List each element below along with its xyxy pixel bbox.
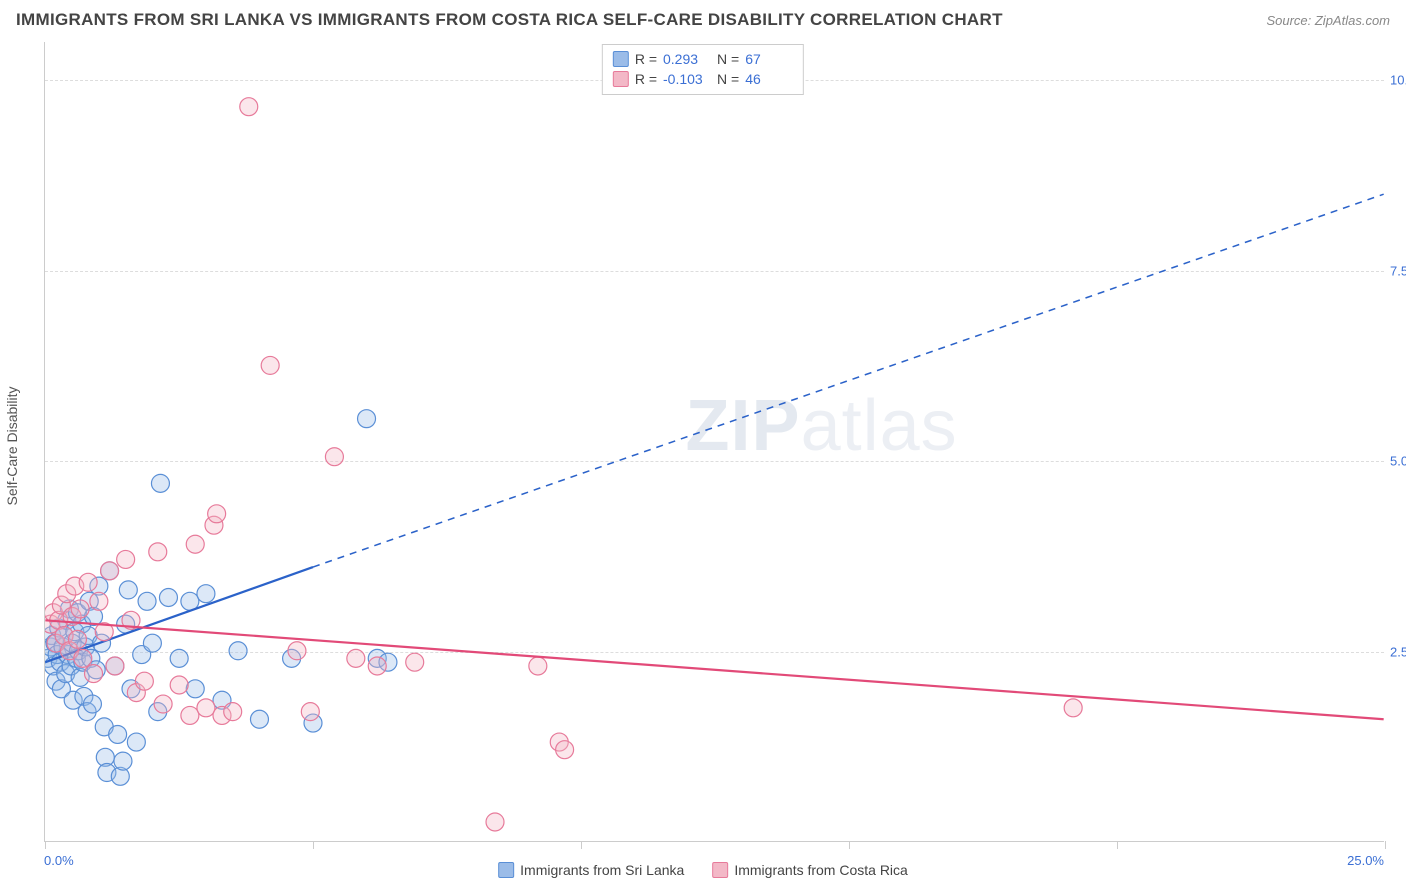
x-tick: [849, 841, 850, 849]
data-point: [1064, 699, 1082, 717]
data-point: [347, 649, 365, 667]
data-point: [109, 725, 127, 743]
data-point: [181, 706, 199, 724]
data-point: [301, 703, 319, 721]
legend-label: Immigrants from Costa Rica: [734, 862, 907, 878]
data-point: [101, 562, 119, 580]
data-point: [406, 653, 424, 671]
data-point: [135, 672, 153, 690]
data-point: [261, 356, 279, 374]
x-tick: [581, 841, 582, 849]
n-value: 67: [745, 49, 793, 69]
data-point: [117, 550, 135, 568]
data-point: [208, 505, 226, 523]
x-tick: [45, 841, 46, 849]
data-point: [197, 585, 215, 603]
data-point: [79, 573, 97, 591]
data-point: [114, 752, 132, 770]
data-point: [325, 448, 343, 466]
data-point: [224, 703, 242, 721]
data-point: [170, 676, 188, 694]
data-point: [90, 592, 108, 610]
x-axis-min-label: 0.0%: [44, 853, 74, 868]
legend-item: Immigrants from Sri Lanka: [498, 862, 684, 878]
y-tick-label: 2.5%: [1390, 644, 1406, 659]
n-label: N =: [717, 49, 739, 69]
trend-line: [45, 620, 1383, 719]
plot-svg: [45, 42, 1384, 841]
data-point: [486, 813, 504, 831]
series-swatch: [712, 862, 728, 878]
chart-title: IMMIGRANTS FROM SRI LANKA VS IMMIGRANTS …: [16, 10, 1003, 30]
y-axis-label: Self-Care Disability: [4, 386, 20, 505]
data-point: [127, 733, 145, 751]
trend-line-extrapolated: [313, 194, 1384, 567]
data-point: [288, 642, 306, 660]
data-point: [119, 581, 137, 599]
data-point: [143, 634, 161, 652]
data-point: [159, 589, 177, 607]
r-value: -0.103: [663, 69, 711, 89]
data-point: [186, 535, 204, 553]
data-point: [71, 600, 89, 618]
series-swatch: [498, 862, 514, 878]
legend-item: Immigrants from Costa Rica: [712, 862, 907, 878]
data-point: [250, 710, 268, 728]
data-point: [106, 657, 124, 675]
data-point: [197, 699, 215, 717]
source-label: Source: ZipAtlas.com: [1266, 13, 1390, 28]
x-axis-max-label: 25.0%: [1347, 853, 1384, 868]
r-label: R =: [635, 69, 657, 89]
stats-row: R = 0.293 N = 67: [613, 49, 793, 69]
data-point: [154, 695, 172, 713]
y-tick-label: 5.0%: [1390, 454, 1406, 469]
chart-plot-area: ZIPatlas 2.5%5.0%7.5%10.0%: [44, 42, 1384, 842]
stats-row: R = -0.103 N = 46: [613, 69, 793, 89]
data-point: [556, 741, 574, 759]
data-point: [138, 592, 156, 610]
bottom-legend: Immigrants from Sri Lanka Immigrants from…: [490, 862, 916, 878]
n-label: N =: [717, 69, 739, 89]
x-tick: [313, 841, 314, 849]
n-value: 46: [745, 69, 793, 89]
data-point: [170, 649, 188, 667]
x-tick: [1385, 841, 1386, 849]
series-swatch: [613, 51, 629, 67]
legend-label: Immigrants from Sri Lanka: [520, 862, 684, 878]
data-point: [529, 657, 547, 675]
r-label: R =: [635, 49, 657, 69]
data-point: [151, 474, 169, 492]
r-value: 0.293: [663, 49, 711, 69]
x-tick: [1117, 841, 1118, 849]
data-point: [240, 98, 258, 116]
data-point: [85, 665, 103, 683]
stats-legend-box: R = 0.293 N = 67 R = -0.103 N = 46: [602, 44, 804, 95]
series-swatch: [613, 71, 629, 87]
data-point: [358, 410, 376, 428]
data-point: [74, 649, 92, 667]
data-point: [368, 657, 386, 675]
data-point: [186, 680, 204, 698]
data-point: [68, 630, 86, 648]
data-point: [149, 543, 167, 561]
y-tick-label: 10.0%: [1390, 73, 1406, 88]
data-point: [229, 642, 247, 660]
data-point: [83, 695, 101, 713]
y-tick-label: 7.5%: [1390, 263, 1406, 278]
